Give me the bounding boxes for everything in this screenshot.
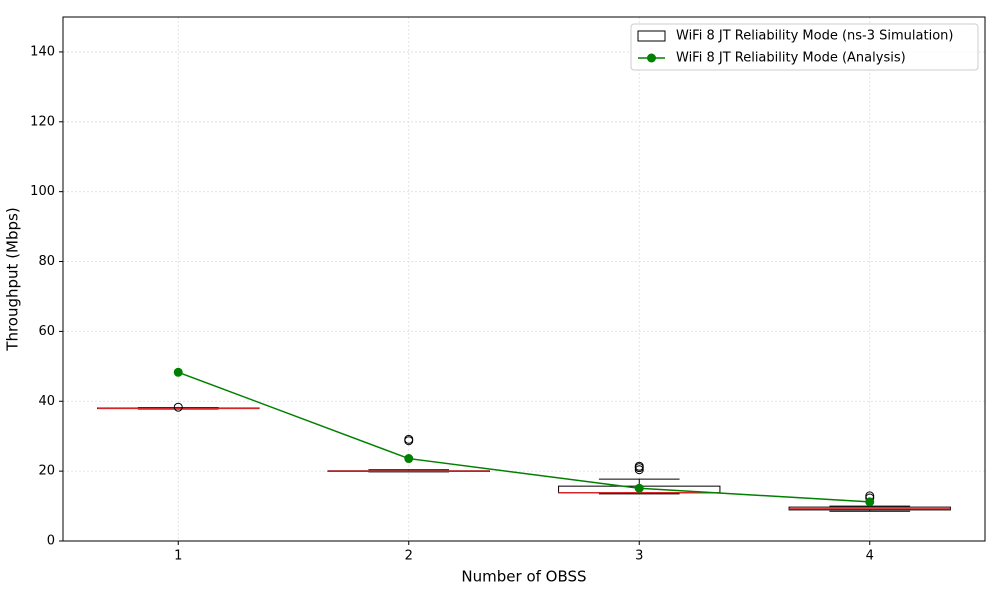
line (177, 371, 870, 503)
point (404, 454, 414, 464)
outlier (173, 402, 183, 412)
x-tick-label: 2 (405, 549, 413, 564)
x-tick-label: 3 (635, 549, 643, 564)
legend-label: WiFi 8 JT Reliability Mode (Analysis) (676, 51, 906, 66)
y-tick-label: 140 (30, 44, 55, 59)
x-axis-label: Number of OBSS (461, 568, 586, 586)
plot-frame (62, 16, 986, 542)
outlier (634, 461, 644, 471)
point (173, 367, 183, 377)
y-tick-label: 60 (38, 324, 55, 339)
y-tick-label: 20 (38, 464, 55, 479)
legend-swatch (647, 53, 656, 63)
y-tick-label: 40 (38, 394, 55, 409)
y-tick-label: 100 (30, 184, 55, 199)
x-tick-label: 1 (174, 549, 182, 564)
legend-label: WiFi 8 JT Reliability Mode (ns-3 Simulat… (676, 29, 953, 44)
y-axis-label: Throughput (Mbps) (4, 207, 22, 351)
outlier (404, 434, 414, 444)
point (634, 483, 644, 493)
outlier (634, 465, 644, 475)
point (865, 497, 875, 507)
legend-swatch (637, 30, 666, 42)
legend-frame (630, 23, 979, 71)
y-tick-label: 120 (30, 114, 55, 129)
x-tick-label: 4 (866, 549, 874, 564)
y-tick-label: 80 (38, 254, 55, 269)
y-tick-label: 0 (47, 534, 55, 549)
